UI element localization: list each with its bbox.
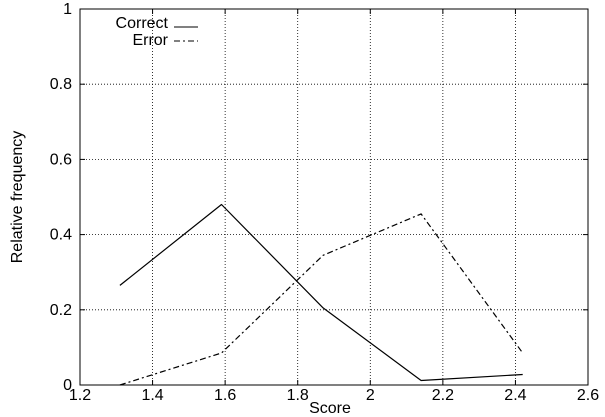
x-tick-label: 1.8 (287, 387, 309, 404)
x-tick-label: 1.2 (69, 387, 91, 404)
legend-label-correct: Correct (116, 15, 169, 32)
x-tick-label: 2.6 (577, 387, 599, 404)
y-tick-label: 0.8 (50, 76, 72, 93)
x-tick-label: 2 (366, 387, 375, 404)
legend-label-error: Error (132, 32, 168, 49)
y-axis-title: Relative frequency (9, 131, 26, 264)
y-tick-label: 1 (63, 1, 72, 18)
series-line-correct (119, 203, 523, 382)
x-tick-label: 2.2 (432, 387, 454, 404)
x-tick-label: 2.4 (504, 387, 526, 404)
series (119, 203, 524, 386)
plot-frame (79, 8, 589, 386)
legend: Correct Error (116, 15, 198, 49)
x-tick-label: 1.6 (214, 387, 236, 404)
y-tick-label: 0.4 (50, 227, 72, 244)
x-tick-label: 1.4 (141, 387, 163, 404)
axis-ticks: 1.2 1.4 1.6 1.8 2 2.2 2.4 2.6 0 0.2 0.4 0.6 0.8 1 (50, 1, 599, 404)
y-tick-label: 0 (63, 377, 72, 394)
y-tick-label: 0.6 (50, 151, 72, 168)
y-tick-label: 0.2 (50, 302, 72, 319)
grid (80, 9, 588, 385)
x-axis-title: Score (309, 400, 351, 417)
series-line-error (119, 213, 524, 386)
